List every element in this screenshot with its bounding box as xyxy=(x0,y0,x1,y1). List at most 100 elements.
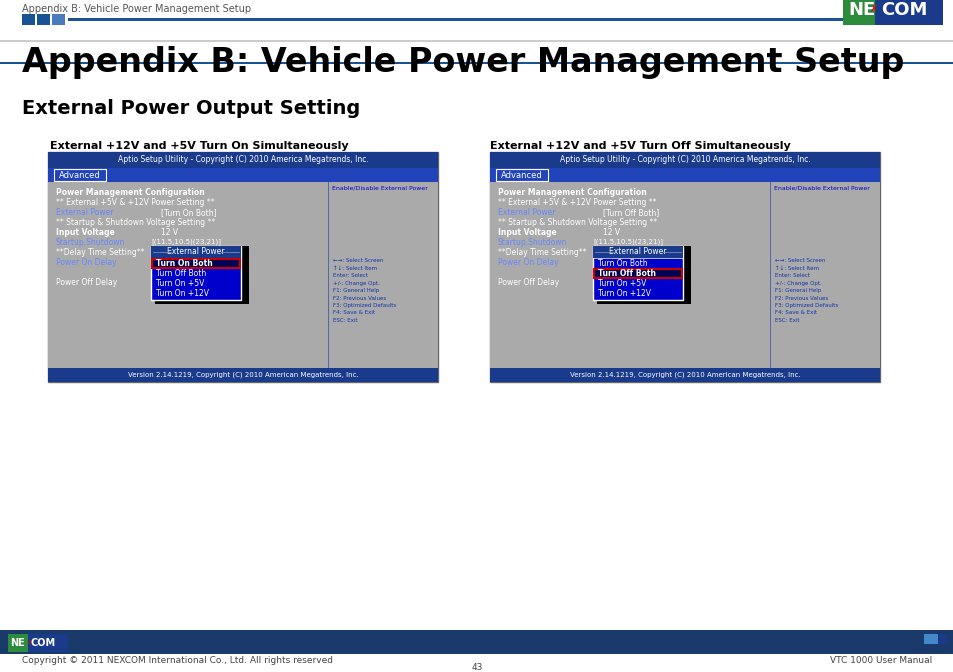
Bar xyxy=(490,368,879,382)
Bar xyxy=(842,0,942,25)
Bar xyxy=(152,259,240,268)
Text: ←→: Select Screen: ←→: Select Screen xyxy=(774,258,824,263)
Text: Turn On +5V: Turn On +5V xyxy=(156,279,204,288)
Text: Copyright © 2011 NEXCOM International Co., Ltd. All rights reserved: Copyright © 2011 NEXCOM International Co… xyxy=(22,656,333,665)
Text: Startup,Shutdown: Startup,Shutdown xyxy=(56,238,125,247)
Text: NE: NE xyxy=(10,638,25,648)
Text: F4: Save & Exit: F4: Save & Exit xyxy=(774,310,816,315)
Text: +/-: Change Opt.: +/-: Change Opt. xyxy=(333,280,379,286)
Text: **Delay Time Setting**: **Delay Time Setting** xyxy=(497,248,586,257)
Text: Input Voltage: Input Voltage xyxy=(497,228,557,237)
Text: Advanced: Advanced xyxy=(500,171,542,179)
Bar xyxy=(593,246,682,258)
Bar xyxy=(0,62,953,64)
Bar xyxy=(490,152,879,382)
Text: Enable/Disable External Power: Enable/Disable External Power xyxy=(773,185,869,190)
Bar xyxy=(37,14,50,25)
Text: F1: General Help: F1: General Help xyxy=(333,288,379,293)
Bar xyxy=(151,246,241,300)
Text: External Power Output Setting: External Power Output Setting xyxy=(22,99,360,118)
Text: Power Management Configuration: Power Management Configuration xyxy=(56,188,205,197)
Bar xyxy=(329,182,437,368)
Text: ** Startup & Shutdown Voltage Setting **: ** Startup & Shutdown Voltage Setting ** xyxy=(56,218,215,227)
Text: [(11.5,10.5)(23,21)]: [(11.5,10.5)(23,21)] xyxy=(593,238,662,245)
Bar xyxy=(490,152,879,168)
Text: Power Off Delay: Power Off Delay xyxy=(56,278,117,287)
Text: External Power: External Power xyxy=(56,208,113,217)
Bar xyxy=(0,40,953,42)
Text: Turn On +5V: Turn On +5V xyxy=(598,279,646,288)
Text: External Power: External Power xyxy=(497,208,555,217)
Text: F2: Previous Values: F2: Previous Values xyxy=(774,296,827,300)
Text: [(11.5,10.5)(23,21)]: [(11.5,10.5)(23,21)] xyxy=(151,238,221,245)
Bar xyxy=(594,269,681,278)
Bar xyxy=(874,0,942,25)
Bar xyxy=(769,182,770,368)
Text: ESC: Exit: ESC: Exit xyxy=(333,318,357,323)
Text: External +12V and +5V Turn Off Simultaneously: External +12V and +5V Turn Off Simultane… xyxy=(490,141,790,151)
Text: ✗: ✗ xyxy=(27,640,31,644)
Text: ** External +5V & +12V Power Setting **: ** External +5V & +12V Power Setting ** xyxy=(497,198,656,207)
Text: Turn On +12V: Turn On +12V xyxy=(156,289,209,298)
Bar xyxy=(490,168,879,182)
Text: F4: Save & Exit: F4: Save & Exit xyxy=(333,310,375,315)
Text: Version 2.14.1219, Copyright (C) 2010 American Megatrends, Inc.: Version 2.14.1219, Copyright (C) 2010 Am… xyxy=(128,372,358,378)
Bar xyxy=(0,630,953,654)
Text: Turn On Both: Turn On Both xyxy=(598,259,647,268)
Text: [Turn Off Both]: [Turn Off Both] xyxy=(602,208,659,217)
Text: Aptio Setup Utility - Copyright (C) 2010 America Megatrends, Inc.: Aptio Setup Utility - Copyright (C) 2010… xyxy=(559,155,809,165)
Bar xyxy=(597,246,690,304)
Text: ↑↓: Select Item: ↑↓: Select Item xyxy=(333,265,376,271)
Bar xyxy=(328,182,329,368)
Text: VTC 1000 User Manual: VTC 1000 User Manual xyxy=(829,656,931,665)
Bar xyxy=(52,14,65,25)
Bar xyxy=(22,14,35,25)
Text: Power Off Delay: Power Off Delay xyxy=(497,278,558,287)
Text: Enable/Disable External Power: Enable/Disable External Power xyxy=(332,185,428,190)
Bar xyxy=(8,634,28,652)
Text: Version 2.14.1219, Copyright (C) 2010 American Megatrends, Inc.: Version 2.14.1219, Copyright (C) 2010 Am… xyxy=(569,372,800,378)
Bar xyxy=(923,634,937,644)
Text: Input Voltage: Input Voltage xyxy=(56,228,114,237)
Bar xyxy=(68,18,937,21)
Text: Enter: Select: Enter: Select xyxy=(333,273,368,278)
Text: Turn Off Both: Turn Off Both xyxy=(156,269,206,278)
Bar xyxy=(54,169,106,181)
Text: COM: COM xyxy=(30,638,56,648)
Text: Startup,Shutdown: Startup,Shutdown xyxy=(497,238,567,247)
Bar xyxy=(152,259,240,268)
Text: Power Management Configuration: Power Management Configuration xyxy=(497,188,646,197)
Bar xyxy=(48,368,437,382)
Bar xyxy=(151,246,241,258)
Bar xyxy=(48,168,437,182)
Text: Turn Off Both: Turn Off Both xyxy=(598,269,656,278)
Text: ✗: ✗ xyxy=(869,4,877,14)
Text: ←→: Select Screen: ←→: Select Screen xyxy=(333,258,383,263)
Text: Turn On +12V: Turn On +12V xyxy=(598,289,650,298)
Bar xyxy=(938,634,946,644)
Text: Advanced: Advanced xyxy=(59,171,101,179)
Text: Turn On Both: Turn On Both xyxy=(156,259,213,268)
Bar xyxy=(770,182,879,368)
Bar xyxy=(28,634,68,652)
Text: ESC: Exit: ESC: Exit xyxy=(774,318,799,323)
Text: ↑↓: Select Item: ↑↓: Select Item xyxy=(774,265,819,271)
Text: [Turn On Both]: [Turn On Both] xyxy=(161,208,216,217)
Text: +/-: Change Opt.: +/-: Change Opt. xyxy=(774,280,821,286)
Text: External Power: External Power xyxy=(167,247,225,257)
Text: External +12V and +5V Turn On Simultaneously: External +12V and +5V Turn On Simultaneo… xyxy=(50,141,348,151)
Text: ** External +5V & +12V Power Setting **: ** External +5V & +12V Power Setting ** xyxy=(56,198,214,207)
Bar xyxy=(48,152,437,168)
Text: Appendix B: Vehicle Power Management Setup: Appendix B: Vehicle Power Management Set… xyxy=(22,46,903,79)
Bar xyxy=(154,246,249,304)
Bar xyxy=(48,152,437,382)
Text: Enter: Select: Enter: Select xyxy=(774,273,809,278)
Text: COM: COM xyxy=(880,1,926,19)
Text: F2: Previous Values: F2: Previous Values xyxy=(333,296,386,300)
Bar xyxy=(593,246,682,300)
Text: Appendix B: Vehicle Power Management Setup: Appendix B: Vehicle Power Management Set… xyxy=(22,4,251,14)
Bar xyxy=(496,169,547,181)
Text: 43: 43 xyxy=(471,663,482,672)
Bar xyxy=(490,182,879,368)
Text: External Power: External Power xyxy=(609,247,666,257)
